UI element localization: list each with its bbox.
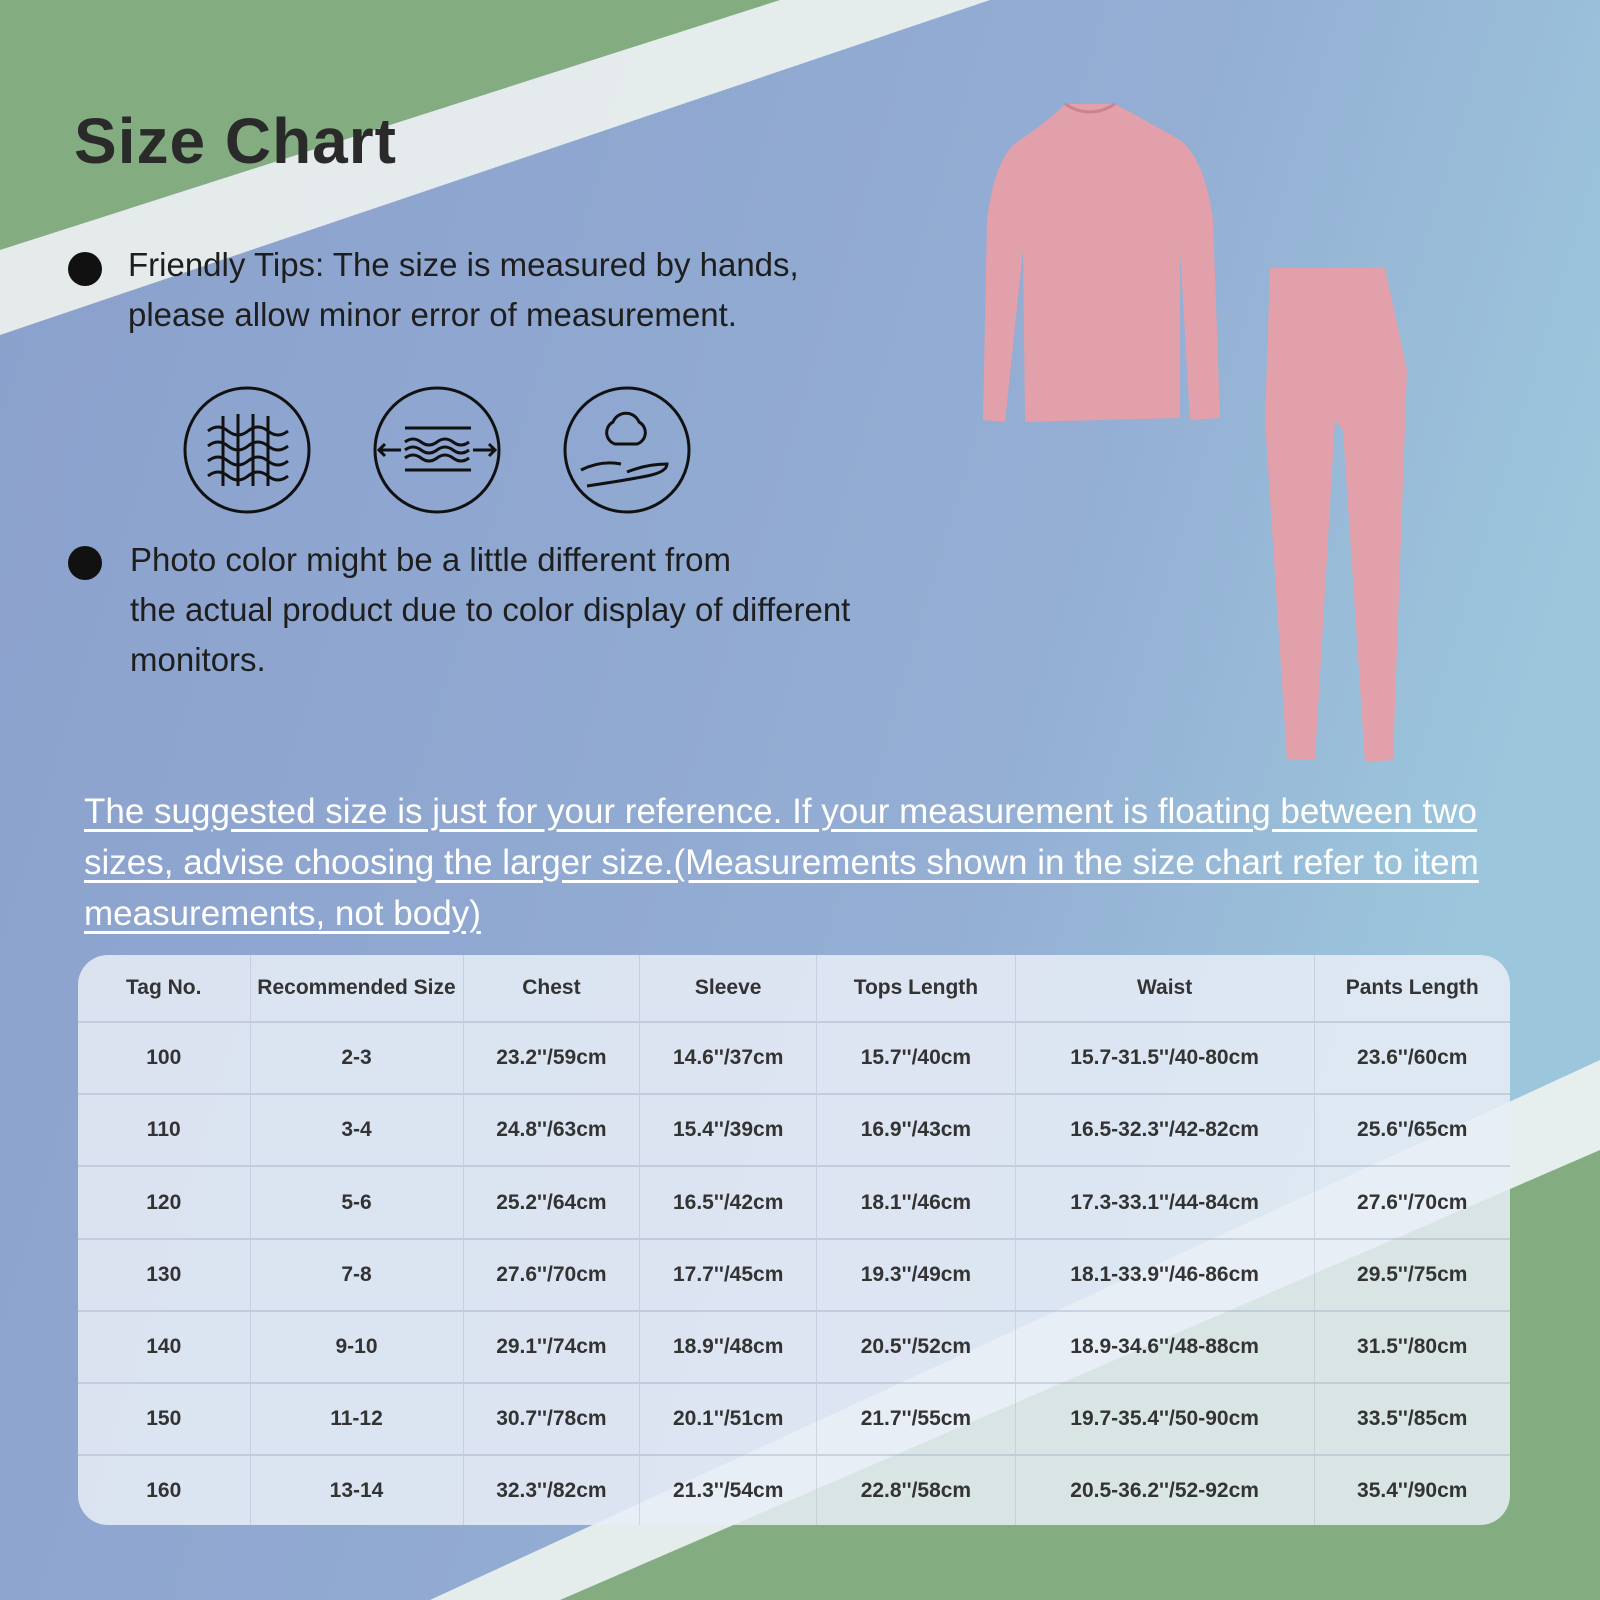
table-cell: 23.2''/59cm	[462, 1020, 640, 1095]
table-cell: 18.9-34.6''/48-88cm	[1014, 1309, 1314, 1384]
table-cell: 20.5-36.2''/52-92cm	[1014, 1454, 1314, 1525]
table-cell: 21.3''/54cm	[639, 1454, 817, 1525]
table-cell: 120	[78, 1165, 250, 1239]
table-cell: 20.5''/52cm	[816, 1309, 1016, 1384]
tip-line: Friendly Tips: The size is measured by h…	[128, 246, 799, 283]
tip-line: Photo color might be a little different …	[130, 541, 732, 578]
size-table: Tag No. Recommended Size Chest Sleeve Tops L…	[78, 955, 1510, 1525]
table-cell: 13-14	[249, 1454, 463, 1525]
column-header: Tops Length	[816, 955, 1016, 1022]
table-row: 160 13-14 32.3''/82cm 21.3''/54cm 22.8''/58c…	[78, 1454, 1510, 1525]
table-cell: 100	[78, 1020, 250, 1095]
table-header-row: Tag No. Recommended Size Chest Sleeve Tops L…	[78, 955, 1510, 1022]
table-row: 110 3-4 24.8''/63cm 15.4''/39cm 16.9''/43cm 1…	[78, 1093, 1510, 1167]
column-header: Chest	[462, 955, 640, 1022]
page-title: Size Chart	[74, 105, 397, 177]
table-cell: 25.6''/65cm	[1313, 1093, 1510, 1167]
table-cell: 16.5''/42cm	[639, 1165, 817, 1239]
table-cell: 23.6''/60cm	[1313, 1020, 1510, 1095]
table-cell: 27.6''/70cm	[462, 1237, 640, 1311]
table-cell: 16.5-32.3''/42-82cm	[1014, 1093, 1314, 1167]
table-cell: 15.4''/39cm	[639, 1093, 817, 1167]
table-row: 150 11-12 30.7''/78cm 20.1''/51cm 21.7''/55c…	[78, 1382, 1510, 1456]
table-cell: 5-6	[249, 1165, 463, 1239]
column-header: Recommended Size	[249, 955, 463, 1022]
table-cell: 14.6''/37cm	[639, 1020, 817, 1095]
table-cell: 22.8''/58cm	[816, 1454, 1016, 1525]
table-cell: 25.2''/64cm	[462, 1165, 640, 1239]
table-cell: 17.7''/45cm	[639, 1237, 817, 1311]
table-cell: 15.7''/40cm	[816, 1020, 1016, 1095]
size-advice-note: The suggested size is just for your refe…	[84, 792, 1479, 933]
table-cell: 27.6''/70cm	[1313, 1165, 1510, 1239]
table-cell: 30.7''/78cm	[462, 1382, 640, 1456]
pink-top-image	[983, 102, 1220, 422]
bullet-icon	[68, 252, 102, 286]
stretch-icon	[373, 386, 501, 514]
tip-friendly: Friendly Tips: The size is measured by h…	[128, 240, 799, 340]
cotton-soft-hand-icon	[563, 386, 691, 514]
table-cell: 19.7-35.4''/50-90cm	[1014, 1382, 1314, 1456]
table-cell: 18.1''/46cm	[816, 1165, 1016, 1239]
table-cell: 130	[78, 1237, 250, 1311]
table-cell: 18.1-33.9''/46-86cm	[1014, 1237, 1314, 1311]
table-row: 100 2-3 23.2''/59cm 14.6''/37cm 15.7''/40cm 1…	[78, 1020, 1510, 1095]
table-cell: 32.3''/82cm	[462, 1454, 640, 1525]
table-cell: 18.9''/48cm	[639, 1309, 817, 1384]
table-cell: 33.5''/85cm	[1313, 1382, 1510, 1456]
table-cell: 31.5''/80cm	[1313, 1309, 1510, 1384]
table-cell: 29.5''/75cm	[1313, 1237, 1510, 1311]
knit-fabric-icon	[183, 386, 311, 514]
table-cell: 3-4	[249, 1093, 463, 1167]
table-cell: 15.7-31.5''/40-80cm	[1014, 1020, 1314, 1095]
table-cell: 29.1''/74cm	[462, 1309, 640, 1384]
white-stripe-top	[0, 0, 990, 335]
table-cell: 11-12	[249, 1382, 463, 1456]
table-cell: 16.9''/43cm	[816, 1093, 1016, 1167]
column-header: Waist	[1014, 955, 1314, 1022]
column-header: Pants Length	[1313, 955, 1510, 1022]
table-cell: 20.1''/51cm	[639, 1382, 817, 1456]
pink-pants-image	[1265, 268, 1407, 762]
table-cell: 160	[78, 1454, 250, 1525]
tip-line: monitors.	[130, 641, 266, 678]
column-header: Sleeve	[639, 955, 817, 1022]
table-cell: 140	[78, 1309, 250, 1384]
table-row: 140 9-10 29.1''/74cm 18.9''/48cm 20.5''/52cm…	[78, 1309, 1510, 1384]
table-cell: 35.4''/90cm	[1313, 1454, 1510, 1525]
bullet-icon	[68, 546, 102, 580]
table-cell: 110	[78, 1093, 250, 1167]
column-header: Tag No.	[126, 976, 202, 999]
table-cell: 21.7''/55cm	[816, 1382, 1016, 1456]
table-cell: 19.3''/49cm	[816, 1237, 1016, 1311]
tip-photo-color: Photo color might be a little different …	[130, 535, 850, 685]
table-cell: 9-10	[249, 1309, 463, 1384]
product-image	[983, 102, 1407, 762]
table-cell: 2-3	[249, 1020, 463, 1095]
table-row: 130 7-8 27.6''/70cm 17.7''/45cm 19.3''/49cm 1…	[78, 1237, 1510, 1311]
table-cell: 24.8''/63cm	[462, 1093, 640, 1167]
tip-line: please allow minor error of measurement.	[128, 296, 737, 333]
tip-line: the actual product due to color display …	[130, 591, 851, 628]
table-row: 120 5-6 25.2''/64cm 16.5''/42cm 18.1''/46cm 1…	[78, 1165, 1510, 1239]
table-cell: 17.3-33.1''/44-84cm	[1014, 1165, 1314, 1239]
table-cell: 150	[78, 1382, 250, 1456]
table-cell: 7-8	[249, 1237, 463, 1311]
